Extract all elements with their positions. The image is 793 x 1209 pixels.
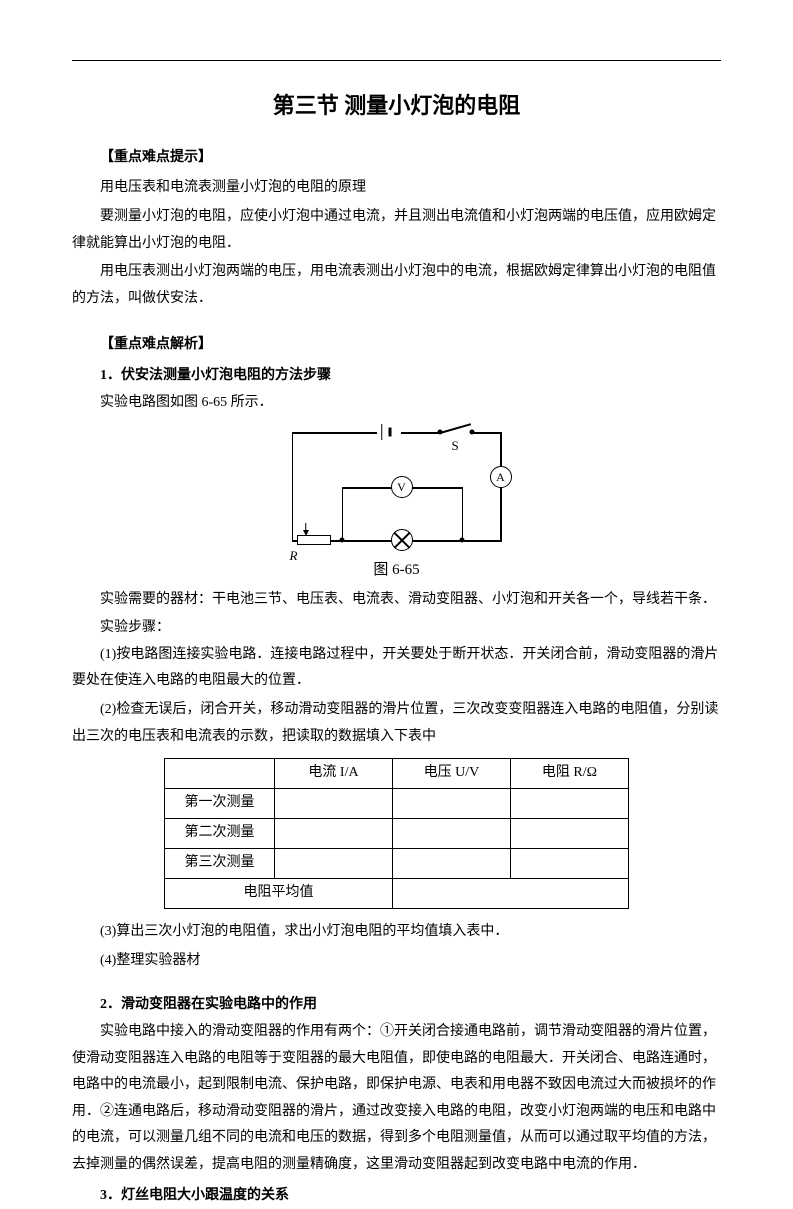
th-resist: 电阻 R/Ω [511,759,629,789]
sec1-step2: (2)检查无误后，闭合开关，移动滑动变阻器的滑片位置，三次改变变阻器连入电路的电… [72,697,721,750]
document-page: 第三节 测量小灯泡的电阻 【重点难点提示】 用电压表和电流表测量小灯泡的电阻的原… [0,0,793,1122]
header-tips: 【重点难点提示】 [72,145,721,172]
ammeter-label: A [496,466,505,489]
page-title: 第三节 测量小灯泡的电阻 [72,85,721,127]
ammeter: A [490,466,512,488]
row2-label: 第二次测量 [165,819,275,849]
avg-label: 电阻平均值 [165,879,393,909]
row2-c [275,819,393,849]
rheostat [297,535,331,545]
row3-c [275,849,393,879]
sec1-step3: (3)算出三次小灯泡的电阻值，求出小灯泡电阻的平均值填入表中． [72,919,721,946]
row1-label: 第一次测量 [165,789,275,819]
row2-r [511,819,629,849]
sec1-steps-label: 实验步骤： [72,615,721,642]
rheostat-label: R [290,544,298,569]
th-voltage: 电压 U/V [393,759,511,789]
tips-p3: 用电压表测出小灯泡两端的电压，用电流表测出小灯泡中的电流，根据欧姆定律算出小灯泡… [72,259,721,312]
table-row: 第一次测量 [165,789,629,819]
sec1-materials: 实验需要的器材：干电池三节、电压表、电流表、滑动变阻器、小灯泡和开关各一个，导线… [72,587,721,614]
avg-value [393,879,629,909]
battery-plate-long [381,424,383,440]
th-blank [165,759,275,789]
sec1-intro: 实验电路图如图 6-65 所示． [72,390,721,417]
tips-p1: 用电压表和电流表测量小灯泡的电阻的原理 [72,175,721,202]
row1-v [393,789,511,819]
data-table-wrap: 电流 I/A 电压 U/V 电阻 R/Ω 第一次测量 第二次测量 第三次测量 [72,758,721,909]
table-row: 第二次测量 [165,819,629,849]
row1-r [511,789,629,819]
lamp [391,529,413,551]
table-row: 第三次测量 [165,849,629,879]
wire-left [292,432,294,542]
row3-label: 第三次测量 [165,849,275,879]
sec3-title: 3．灯丝电阻大小跟温度的关系 [72,1183,721,1209]
sec1-title: 1．伏安法测量小灯泡电阻的方法步骤 [72,363,721,390]
wire-v-left [342,487,344,540]
voltmeter: V [391,476,413,498]
row2-v [393,819,511,849]
sec1-step1: (1)按电路图连接实验电路．连接电路过程中，开关要处于断开状态．开关闭合前，滑动… [72,642,721,695]
data-table: 电流 I/A 电压 U/V 电阻 R/Ω 第一次测量 第二次测量 第三次测量 [164,758,629,909]
row3-r [511,849,629,879]
row1-c [275,789,393,819]
tips-p2: 要测量小灯泡的电阻，应使小灯泡中通过电流，并且测出电流值和小灯泡两端的电压值，应… [72,204,721,257]
switch-label: S [452,434,459,459]
table-avg-row: 电阻平均值 [165,879,629,909]
th-current: 电流 I/A [275,759,393,789]
sec2-body: 实验电路中接入的滑动变阻器的作用有两个：①开关闭合接通电路前，调节滑动变阻器的滑… [72,1019,721,1179]
sec1-step4: (4)整理实验器材 [72,948,721,975]
row3-v [393,849,511,879]
voltmeter-label: V [397,476,406,499]
figure-6-65: S A V R 图 6-65 [72,422,721,585]
header-analysis: 【重点难点解析】 [72,332,721,359]
rheostat-arrow-icon [303,530,309,536]
table-header-row: 电流 I/A 电压 U/V 电阻 R/Ω [165,759,629,789]
circuit-diagram: S A V R [282,422,512,552]
battery-plate-short [388,428,391,437]
figure-caption: 图 6-65 [373,556,419,585]
top-rule [72,60,721,61]
switch-node-right [469,430,474,435]
wire-v-right [462,487,464,540]
sec2-title: 2．滑动变阻器在实验电路中的作用 [72,992,721,1019]
